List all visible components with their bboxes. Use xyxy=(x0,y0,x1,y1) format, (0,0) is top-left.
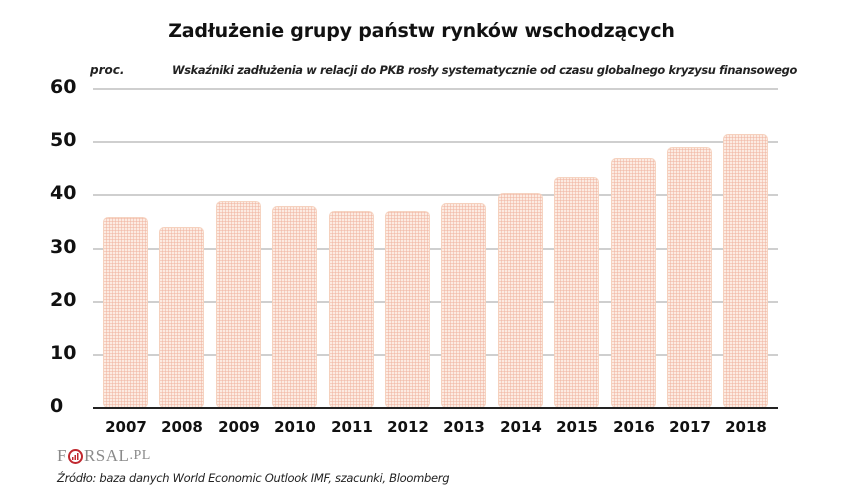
y-tick-label: 40 xyxy=(50,182,77,204)
logo-tld: .PL xyxy=(129,448,151,463)
source-note: Źródło: baza danych World Economic Outlo… xyxy=(57,471,450,485)
x-tick-label: 2015 xyxy=(556,418,598,436)
y-tick-label: 50 xyxy=(50,129,77,151)
forsal-logo: F RSAL .PL xyxy=(57,446,151,466)
gridline-50 xyxy=(93,141,778,143)
chart-title: Zadłużenie grupy państw rynków wschodząc… xyxy=(168,20,675,42)
x-tick-label: 2014 xyxy=(500,418,542,436)
bar-2014 xyxy=(498,193,543,408)
y-tick-label: 30 xyxy=(50,236,77,258)
bar-2015 xyxy=(554,177,599,408)
bar-2012 xyxy=(385,211,430,408)
x-tick-label: 2007 xyxy=(105,418,147,436)
y-axis-unit-label: proc. xyxy=(90,63,125,77)
y-tick-label: 0 xyxy=(50,395,64,417)
bar-2010 xyxy=(272,206,317,408)
x-tick-label: 2012 xyxy=(387,418,429,436)
bar-2013 xyxy=(441,203,486,408)
chart-subtitle: Wskaźniki zadłużenia w relacji do PKB ro… xyxy=(172,63,797,77)
x-tick-label: 2009 xyxy=(218,418,260,436)
bar-2017 xyxy=(667,147,712,408)
x-tick-label: 2017 xyxy=(669,418,711,436)
y-tick-label: 10 xyxy=(50,342,77,364)
bar-2007 xyxy=(103,217,148,408)
gridline-10 xyxy=(93,354,778,356)
x-tick-label: 2008 xyxy=(161,418,203,436)
y-tick-label: 60 xyxy=(50,76,77,98)
logo-name: RSAL xyxy=(83,446,130,465)
gridline-20 xyxy=(93,301,778,303)
bar-2018 xyxy=(723,134,768,408)
logo-prefix: F xyxy=(57,446,67,465)
bar-2008 xyxy=(159,227,204,408)
y-tick-label: 20 xyxy=(50,289,77,311)
bar-2009 xyxy=(216,201,261,408)
x-tick-label: 2011 xyxy=(331,418,373,436)
x-tick-label: 2013 xyxy=(443,418,485,436)
x-tick-label: 2010 xyxy=(274,418,316,436)
x-tick-label: 2018 xyxy=(725,418,767,436)
logo-chart-circle-icon xyxy=(67,448,83,464)
gridline-60 xyxy=(93,88,778,90)
x-tick-label: 2016 xyxy=(613,418,655,436)
bar-2016 xyxy=(611,158,656,408)
gridline-30 xyxy=(93,248,778,250)
gridline-40 xyxy=(93,194,778,196)
bar-2011 xyxy=(329,211,374,408)
x-axis-baseline xyxy=(93,407,778,409)
